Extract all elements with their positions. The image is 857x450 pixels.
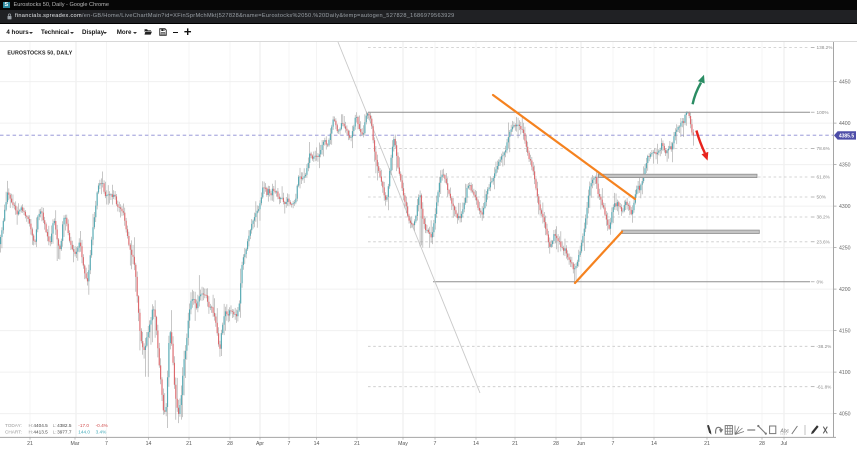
svg-text:7: 7 xyxy=(105,441,108,447)
svg-text:4385.5: 4385.5 xyxy=(839,133,855,139)
svg-text:14: 14 xyxy=(314,441,320,447)
svg-text:7: 7 xyxy=(434,441,437,447)
svg-text:21: 21 xyxy=(354,441,360,447)
svg-text:4382.5: 4382.5 xyxy=(57,423,72,428)
svg-text:21: 21 xyxy=(27,441,33,447)
svg-text:Mar: Mar xyxy=(71,441,80,447)
svg-text:4413.5: 4413.5 xyxy=(33,430,48,435)
svg-text:EUROSTOCKS 50, DAILY: EUROSTOCKS 50, DAILY xyxy=(7,50,72,56)
svg-text:May: May xyxy=(398,441,408,447)
svg-text:38.2%: 38.2% xyxy=(817,215,830,220)
svg-text:144.0: 144.0 xyxy=(78,430,90,435)
svg-text:CHART:: CHART: xyxy=(5,430,22,435)
svg-text:28: 28 xyxy=(227,441,233,447)
svg-text:Jun: Jun xyxy=(577,441,585,447)
svg-text:-17.0: -17.0 xyxy=(78,423,89,428)
svg-text:4350: 4350 xyxy=(839,162,851,168)
svg-text:7: 7 xyxy=(612,441,615,447)
svg-text:21: 21 xyxy=(704,441,710,447)
svg-text:0%: 0% xyxy=(817,280,824,285)
svg-text:-61.8%: -61.8% xyxy=(817,384,832,389)
svg-text:50%: 50% xyxy=(817,195,826,200)
svg-text:Jul: Jul xyxy=(781,441,788,447)
svg-text:138.2%: 138.2% xyxy=(817,45,833,50)
svg-text:L:: L: xyxy=(53,430,57,435)
svg-text:4300: 4300 xyxy=(839,204,851,210)
svg-text:H:: H: xyxy=(29,423,34,428)
svg-text:23.6%: 23.6% xyxy=(817,240,830,245)
svg-text:14: 14 xyxy=(146,441,152,447)
svg-text:3.4%: 3.4% xyxy=(96,430,107,435)
svg-text:78.6%: 78.6% xyxy=(817,146,830,151)
svg-text:4450: 4450 xyxy=(839,79,851,85)
svg-text:4250: 4250 xyxy=(839,245,851,251)
svg-text:4050: 4050 xyxy=(839,411,851,417)
svg-text:3977.7: 3977.7 xyxy=(57,430,72,435)
svg-text:4100: 4100 xyxy=(839,370,851,376)
svg-text:4400: 4400 xyxy=(839,121,851,127)
svg-text:21: 21 xyxy=(512,441,518,447)
svg-text:-0.4%: -0.4% xyxy=(96,423,108,428)
svg-text:L:: L: xyxy=(53,423,57,428)
svg-text:H:: H: xyxy=(29,430,34,435)
svg-text:28: 28 xyxy=(553,441,559,447)
svg-text:TODAY:: TODAY: xyxy=(5,423,22,428)
svg-text:Apr: Apr xyxy=(256,441,264,447)
svg-text:-38.2%: -38.2% xyxy=(817,344,832,349)
svg-text:Abc: Abc xyxy=(779,429,789,435)
svg-text:28: 28 xyxy=(759,441,765,447)
svg-text:4200: 4200 xyxy=(839,287,851,293)
svg-text:4150: 4150 xyxy=(839,328,851,334)
svg-text:14: 14 xyxy=(651,441,657,447)
svg-text:7: 7 xyxy=(288,441,291,447)
svg-text:21: 21 xyxy=(186,441,192,447)
svg-text:61.8%: 61.8% xyxy=(817,175,830,180)
svg-text:14: 14 xyxy=(473,441,479,447)
svg-text:4404.5: 4404.5 xyxy=(33,423,48,428)
svg-text:100%: 100% xyxy=(817,110,829,115)
